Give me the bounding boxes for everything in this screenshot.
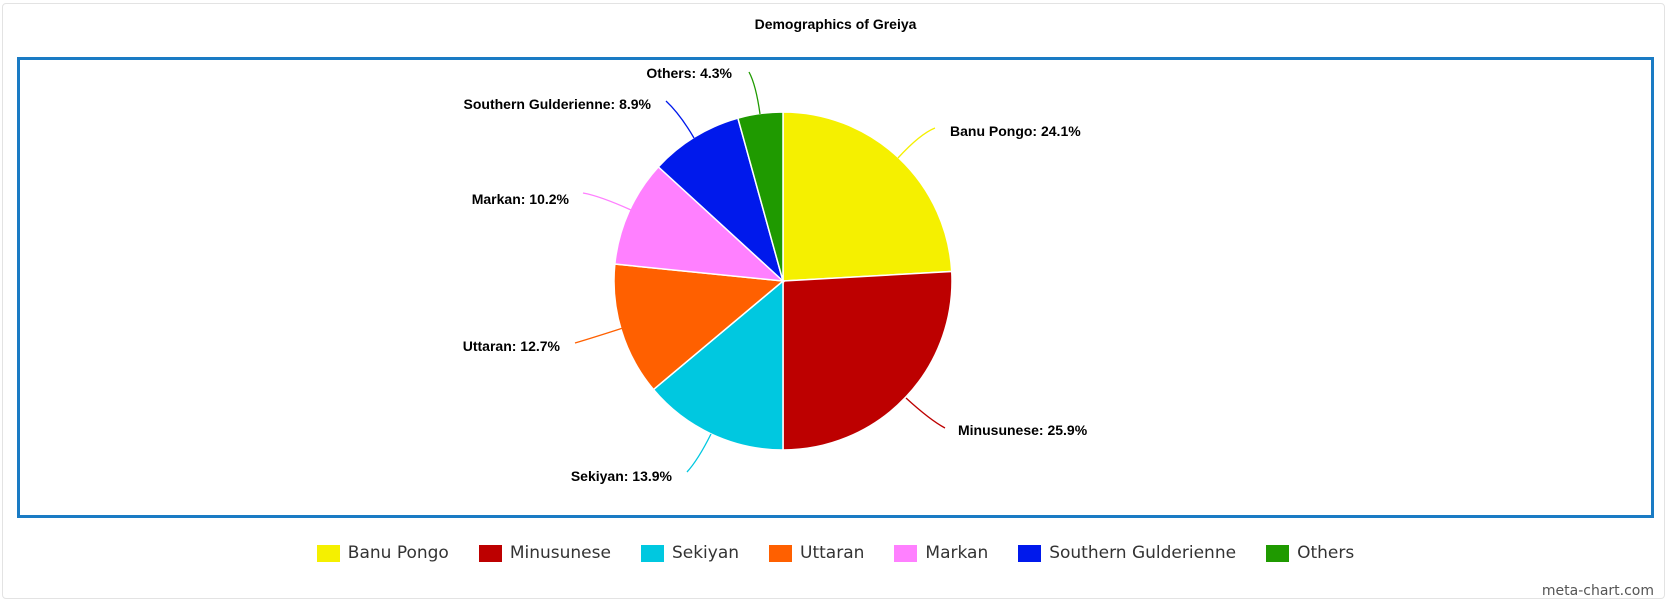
legend-label: Uttaran (800, 543, 865, 563)
legend-label: Banu Pongo (347, 543, 449, 563)
chart-frame (2, 3, 1665, 599)
data-label-markan: Markan: 10.2% (472, 191, 570, 207)
legend-item-others[interactable]: Others (1266, 543, 1354, 563)
legend-label: Others (1297, 543, 1355, 563)
data-label-minusunese: Minusunese: 25.9% (958, 422, 1088, 438)
connector-line-others (748, 71, 761, 115)
plot-area-border (17, 57, 1654, 518)
legend-swatch (316, 544, 340, 562)
chart-title: Demographics of Greiya (754, 16, 917, 32)
data-label-banu-pongo: Banu Pongo: 24.1% (950, 123, 1081, 139)
pie-slice-markan[interactable] (614, 165, 786, 282)
legend-item-uttaran[interactable]: Uttaran (769, 543, 864, 563)
legend-label: Minusunese (509, 543, 611, 563)
legend-item-southern-gulderienne[interactable]: Southern Gulderienne (1018, 543, 1236, 563)
pie-chart: Banu Pongo: 24.1% Minusunese: 25.9% Sekiya… (463, 65, 1088, 484)
legend-label: Southern Gulderienne (1049, 543, 1237, 563)
pie-slice-banu-pongo[interactable] (782, 111, 953, 282)
connector-line-southern-gulderienne (665, 100, 695, 139)
connector-line-uttaran (574, 327, 624, 344)
legend-swatch (769, 544, 793, 562)
data-label-others: Others: 4.3% (646, 65, 732, 81)
legend-item-markan[interactable]: Markan (894, 543, 988, 563)
pie-slice-sekiyan[interactable] (652, 279, 784, 451)
legend-label: Markan (925, 543, 989, 563)
legend-swatch (478, 544, 502, 562)
legend-swatch (1018, 544, 1042, 562)
legend: Banu Pongo Minusunese Sekiyan Uttaran Markan… (0, 543, 1671, 563)
connector-line-sekiyan (686, 433, 712, 473)
legend-item-sekiyan[interactable]: Sekiyan (640, 543, 740, 563)
legend-swatch (1266, 544, 1290, 562)
legend-item-banu-pongo[interactable]: Banu Pongo (316, 543, 449, 563)
pie-slice-minusunese[interactable] (782, 270, 953, 451)
legend-swatch (640, 544, 664, 562)
data-label-uttaran: Uttaran: 12.7% (463, 338, 561, 354)
legend-label: Sekiyan (671, 543, 740, 563)
legend-swatch (894, 544, 918, 562)
data-label-sekiyan: Sekiyan: 13.9% (571, 468, 673, 484)
credit-text[interactable]: meta-chart.com (1541, 583, 1654, 599)
connector-line-minusunese (905, 397, 946, 429)
data-label-southern-gulderienne: Southern Gulderienne: 8.9% (464, 96, 652, 112)
legend-item-minusunese[interactable]: Minusunese (478, 543, 611, 563)
pie-slice-uttaran[interactable] (613, 263, 785, 391)
pie-slice-southern-gulderienne[interactable] (657, 117, 785, 284)
connector-line-markan (582, 192, 632, 211)
connector-line-banu-pongo (897, 127, 936, 159)
